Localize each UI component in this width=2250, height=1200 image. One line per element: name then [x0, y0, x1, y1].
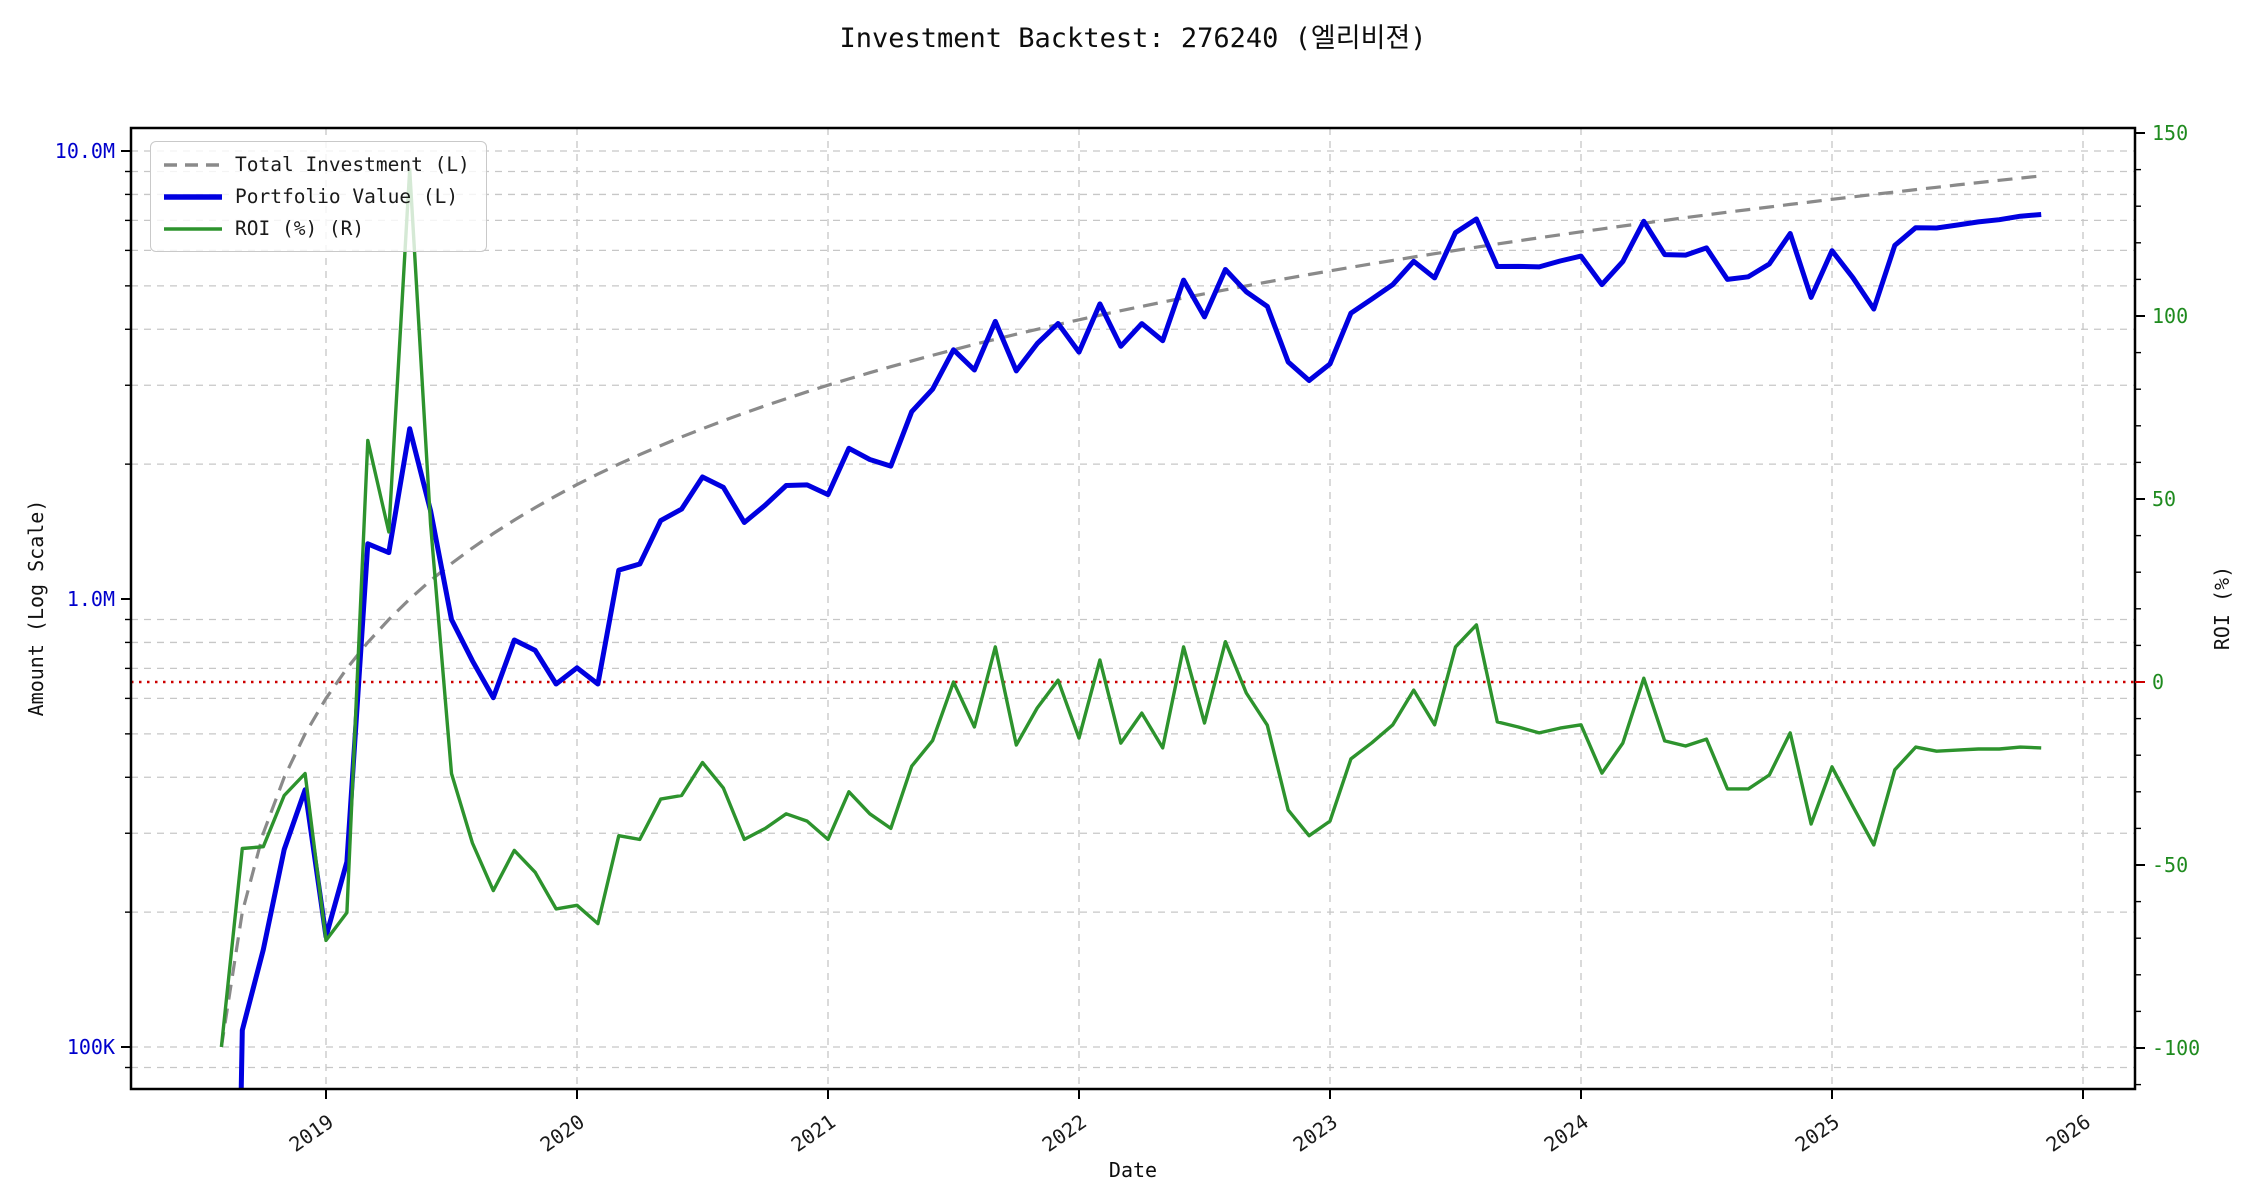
- y-right-tick-label: 0: [2152, 670, 2164, 694]
- x-tick-label: 2019: [285, 1109, 338, 1156]
- x-axis-label: Date: [1108, 1158, 1158, 1182]
- x-tick-label: 2022: [1038, 1109, 1091, 1156]
- y-axis-right-label: ROI (%): [2210, 565, 2234, 651]
- x-tick-label: 2024: [1540, 1109, 1593, 1156]
- portfolio-value-line: [238, 212, 2042, 1089]
- legend-item-total-investment: Total Investment (L): [164, 153, 470, 176]
- legend-label: Portfolio Value (L): [235, 185, 459, 208]
- solid-line-icon: [164, 226, 222, 231]
- solid-line-icon: [164, 193, 222, 200]
- y-right-tick-label: -100: [2152, 1036, 2200, 1060]
- legend-item-portfolio-value: Portfolio Value (L): [164, 185, 470, 208]
- legend-item-roi: ROI (%) (R): [164, 217, 470, 240]
- y-right-tick-label: 50: [2152, 487, 2176, 511]
- roi-line: [219, 167, 2042, 1048]
- x-tick-label: 2025: [1791, 1109, 1844, 1156]
- y-left-tick-label: 1.0M: [67, 587, 115, 611]
- dashed-line-icon: [164, 162, 222, 167]
- chart-title: Investment Backtest: 276240 (엘리비젼): [839, 23, 1427, 54]
- x-tick-label: 2021: [787, 1109, 840, 1156]
- total-investment-line: [219, 174, 2042, 1048]
- legend-label: ROI (%) (R): [235, 217, 365, 240]
- axes-spines: [129, 126, 2137, 1091]
- x-tick-label: 2023: [1289, 1109, 1342, 1156]
- axis-ticks: 10.0M 1.0M 100K 150 100 50 0 -50 -100 2019 2020 202…: [55, 121, 2200, 1157]
- legend-label: Total Investment (L): [235, 153, 470, 176]
- y-axis-left-label: Amount (Log Scale): [24, 499, 48, 717]
- y-right-tick-label: 150: [2152, 121, 2188, 145]
- y-right-tick-label: -50: [2152, 853, 2188, 877]
- x-tick-label: 2026: [2042, 1109, 2095, 1156]
- legend: Total Investment (L) Portfolio Value (L)…: [150, 141, 487, 252]
- x-tick-label: 2020: [536, 1109, 589, 1156]
- y-left-tick-label: 10.0M: [55, 139, 115, 163]
- y-right-tick-label: 100: [2152, 304, 2188, 328]
- gridlines: [131, 128, 2135, 1089]
- y-left-tick-label: 100K: [67, 1035, 115, 1059]
